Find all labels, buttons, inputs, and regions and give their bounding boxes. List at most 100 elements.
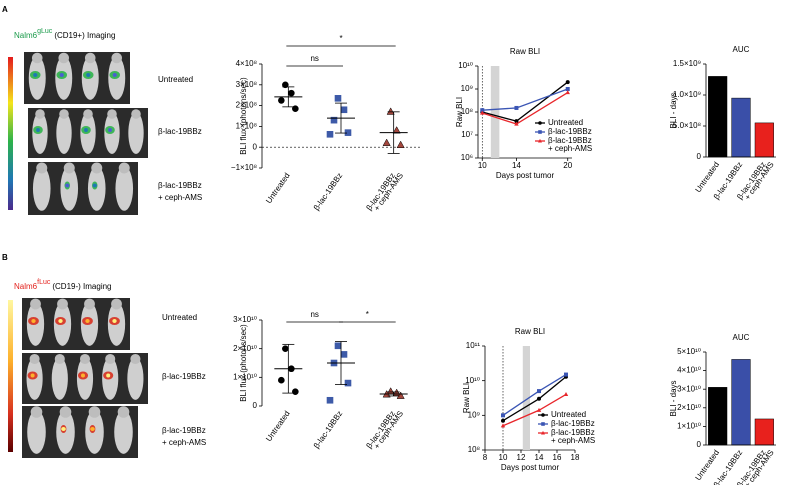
x-tick-label: 10	[478, 161, 487, 170]
colorbar	[8, 57, 13, 210]
panel-title: Nalm6fLuc (CD19-) Imaging	[14, 279, 112, 291]
signal-core	[33, 73, 38, 77]
chart-title: Raw BLI	[515, 327, 545, 336]
x-tick-label: β-lac-19BBz	[312, 171, 344, 212]
marker	[392, 126, 401, 134]
title-sup: fLuc	[37, 279, 51, 286]
mouse	[85, 410, 104, 454]
y-axis-label: BLI - days	[669, 92, 678, 128]
y-tick-label: 2×10⁸	[236, 101, 257, 110]
mouse-head	[107, 109, 117, 119]
y-tick-label: 4×10⁸	[236, 59, 257, 68]
y-tick-label: 1.0×10⁹	[673, 90, 701, 99]
shaded-band	[490, 66, 500, 158]
signal-core	[84, 128, 88, 132]
marker	[541, 430, 545, 435]
mouse	[87, 166, 106, 211]
mouse	[51, 357, 68, 400]
signal-core	[31, 319, 36, 323]
y-tick-label: 10⁹	[461, 84, 473, 93]
x-tick-label: Untreated	[264, 409, 292, 443]
marker	[386, 107, 395, 115]
mouse-head	[83, 109, 93, 119]
mouse	[128, 112, 144, 154]
marker	[541, 413, 545, 417]
significance-label: ns	[310, 54, 318, 63]
legend-label: + ceph-AMS	[551, 436, 595, 445]
legend-label: Untreated	[551, 410, 586, 419]
mouse-head	[59, 109, 69, 119]
y-tick-label: 0	[253, 142, 258, 151]
mouse-head	[84, 52, 96, 64]
signal-core	[112, 319, 117, 323]
mouse-head	[117, 406, 130, 418]
y-tick-label: 3×10⁸	[236, 80, 257, 89]
signal-core	[106, 373, 111, 378]
y-tick-label: 5×10¹⁰	[677, 347, 701, 356]
marker	[538, 130, 542, 134]
mouse-head	[118, 162, 130, 174]
marker	[537, 389, 541, 394]
x-axis-label: Days post tumor	[501, 463, 560, 472]
marker	[565, 80, 570, 85]
y-tick-label: 10⁸	[468, 445, 480, 454]
bar	[754, 122, 774, 158]
mouse	[27, 410, 46, 454]
signal-core	[85, 319, 90, 323]
mouse-head	[59, 406, 72, 418]
marker	[382, 138, 391, 146]
x-tick-label: 14	[512, 161, 521, 170]
x-tick-label: Untreated	[264, 171, 292, 205]
x-tick-label: 8	[483, 453, 488, 462]
marker	[334, 95, 342, 102]
signal-core	[108, 128, 112, 132]
marker	[514, 105, 519, 110]
marker	[480, 108, 485, 113]
y-axis-label: BLI flux (photons/sec)	[239, 324, 248, 402]
y-tick-label: 3×10¹⁰	[677, 384, 701, 393]
legend-label: β-lac-19BBz	[548, 136, 592, 145]
y-axis-label: BLI - days	[669, 380, 678, 416]
x-tick-label: 16	[553, 453, 562, 462]
significance-label: *	[366, 310, 369, 319]
signal-core	[36, 128, 40, 132]
mouse	[32, 166, 51, 211]
y-axis-label: Raw BLI	[455, 97, 464, 127]
bar	[731, 359, 751, 446]
mouse-head	[84, 298, 95, 310]
mouse-head	[36, 162, 48, 174]
chart-title: Raw BLI	[510, 47, 540, 56]
mouse-head	[111, 298, 122, 310]
y-tick-label: 1.5×10⁹	[673, 59, 701, 68]
signal-core	[30, 373, 35, 378]
signal-core	[65, 183, 70, 188]
panel-title: Nalm6gLuc (CD19+) Imaging	[14, 28, 115, 40]
mouse-head	[57, 298, 68, 310]
mouse-head	[31, 52, 43, 64]
image-label: β-lac-19BBz	[158, 181, 202, 190]
y-tick-label: 0	[697, 440, 702, 449]
signal-core	[90, 427, 95, 431]
marker	[340, 106, 348, 114]
y-tick-label: 10⁹	[468, 410, 480, 419]
mouse-head	[29, 353, 40, 365]
title-name: Nalm6	[14, 31, 38, 40]
marker	[514, 119, 519, 124]
marker	[326, 131, 334, 138]
y-tick-label: 1×10¹⁰	[233, 372, 257, 381]
signal-core	[112, 73, 117, 77]
marker	[541, 422, 545, 426]
x-tick-label: 20	[563, 161, 572, 170]
marker	[501, 418, 505, 423]
legend-label: β-lac-19BBz	[551, 419, 595, 428]
chart-title: AUC	[733, 45, 750, 54]
signal-core	[58, 319, 63, 323]
y-tick-label: 10⁸	[461, 107, 473, 116]
marker	[514, 121, 519, 126]
marker	[563, 392, 569, 397]
signal-core	[61, 427, 66, 431]
marker	[330, 116, 338, 124]
image-label: Untreated	[158, 75, 193, 84]
title-name: Nalm6	[14, 282, 38, 291]
marker	[538, 138, 542, 143]
